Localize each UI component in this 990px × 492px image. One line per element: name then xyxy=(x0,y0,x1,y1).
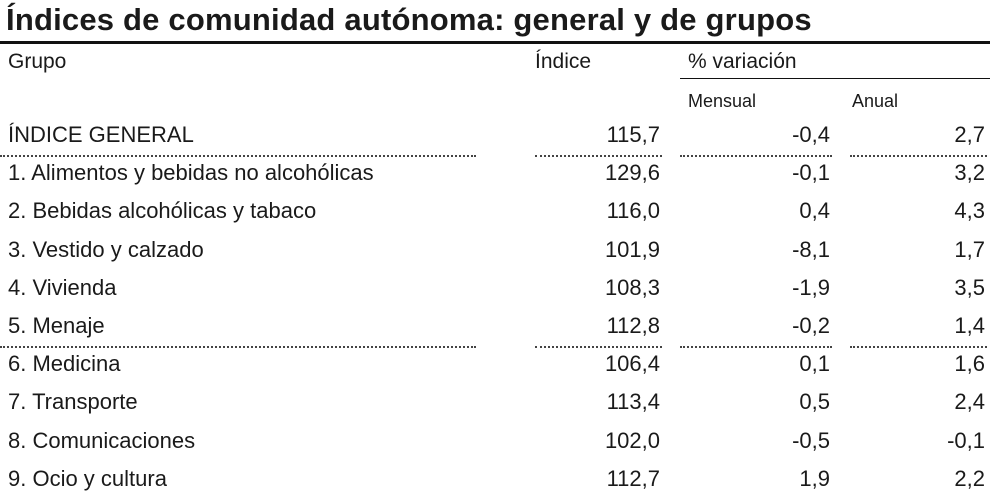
subheader-cell: Anual xyxy=(852,91,899,111)
value-cell: 113,4 xyxy=(606,389,660,415)
value-cell: -1,9 xyxy=(792,274,830,300)
group-cell: 7. Transporte xyxy=(8,389,138,415)
dotted-separator xyxy=(680,346,832,348)
value-cell: 3,5 xyxy=(954,274,985,300)
value-cell: 1,7 xyxy=(954,236,985,262)
value-cell: 108,3 xyxy=(604,274,660,300)
dotted-separator xyxy=(680,155,832,157)
value-cell: 101,9 xyxy=(604,236,660,262)
value-cell: -0,1 xyxy=(792,160,830,186)
value-cell: 1,6 xyxy=(954,351,985,377)
group-cell: 8. Comunicaciones xyxy=(8,427,196,453)
dotted-separator xyxy=(535,155,662,157)
value-cell: 106,4 xyxy=(604,351,660,377)
value-cell: -8,1 xyxy=(792,236,830,262)
dotted-separator xyxy=(535,346,662,348)
value-cell: -0,2 xyxy=(792,313,830,338)
dotted-separator xyxy=(0,346,476,348)
value-cell: 0,5 xyxy=(799,389,830,415)
group-cell: 6. Medicina xyxy=(8,351,121,377)
dotted-separator xyxy=(0,155,476,157)
value-cell: 112,8 xyxy=(606,313,660,338)
value-cell: 3,2 xyxy=(954,160,985,186)
group-cell: 9. Ocio y cultura xyxy=(8,465,167,491)
value-cell: -0,5 xyxy=(792,427,830,453)
value-cell: 112,7 xyxy=(606,465,660,491)
value-cell: -0,1 xyxy=(947,427,985,453)
value-cell: 116,0 xyxy=(606,198,660,224)
group-cell: 2. Bebidas alcohólicas y tabaco xyxy=(8,198,317,224)
group-cell: ÍNDICE GENERAL xyxy=(8,122,194,147)
header-cell: % variación xyxy=(688,50,797,73)
header-rule xyxy=(680,78,990,79)
value-cell: 1,4 xyxy=(954,313,985,338)
group-cell: 5. Menaje xyxy=(8,313,105,338)
header-cell: Grupo xyxy=(8,50,67,73)
group-cell: 1. Alimentos y bebidas no alcohólicas xyxy=(8,160,374,186)
value-cell: 2,7 xyxy=(954,122,985,147)
value-cell: 4,3 xyxy=(954,198,985,224)
header-cell: Índice xyxy=(535,50,592,73)
group-cell: 3. Vestido y calzado xyxy=(8,236,204,262)
value-cell: 0,1 xyxy=(799,351,830,377)
dotted-separator xyxy=(850,155,987,157)
value-cell: 102,0 xyxy=(604,427,660,453)
title: Índices de comunidad autónoma: general y… xyxy=(6,2,812,37)
dotted-separator xyxy=(850,346,987,348)
value-cell: -0,4 xyxy=(792,122,830,147)
value-cell: 115,7 xyxy=(606,122,660,147)
value-cell: 1,9 xyxy=(799,465,830,491)
subheader-cell: Mensual xyxy=(688,91,757,111)
value-cell: 0,4 xyxy=(799,198,830,224)
title-rule xyxy=(0,41,990,44)
value-cell: 129,6 xyxy=(604,160,660,186)
group-cell: 4. Vivienda xyxy=(8,274,117,300)
value-cell: 2,2 xyxy=(954,465,985,491)
value-cell: 2,4 xyxy=(954,389,985,415)
